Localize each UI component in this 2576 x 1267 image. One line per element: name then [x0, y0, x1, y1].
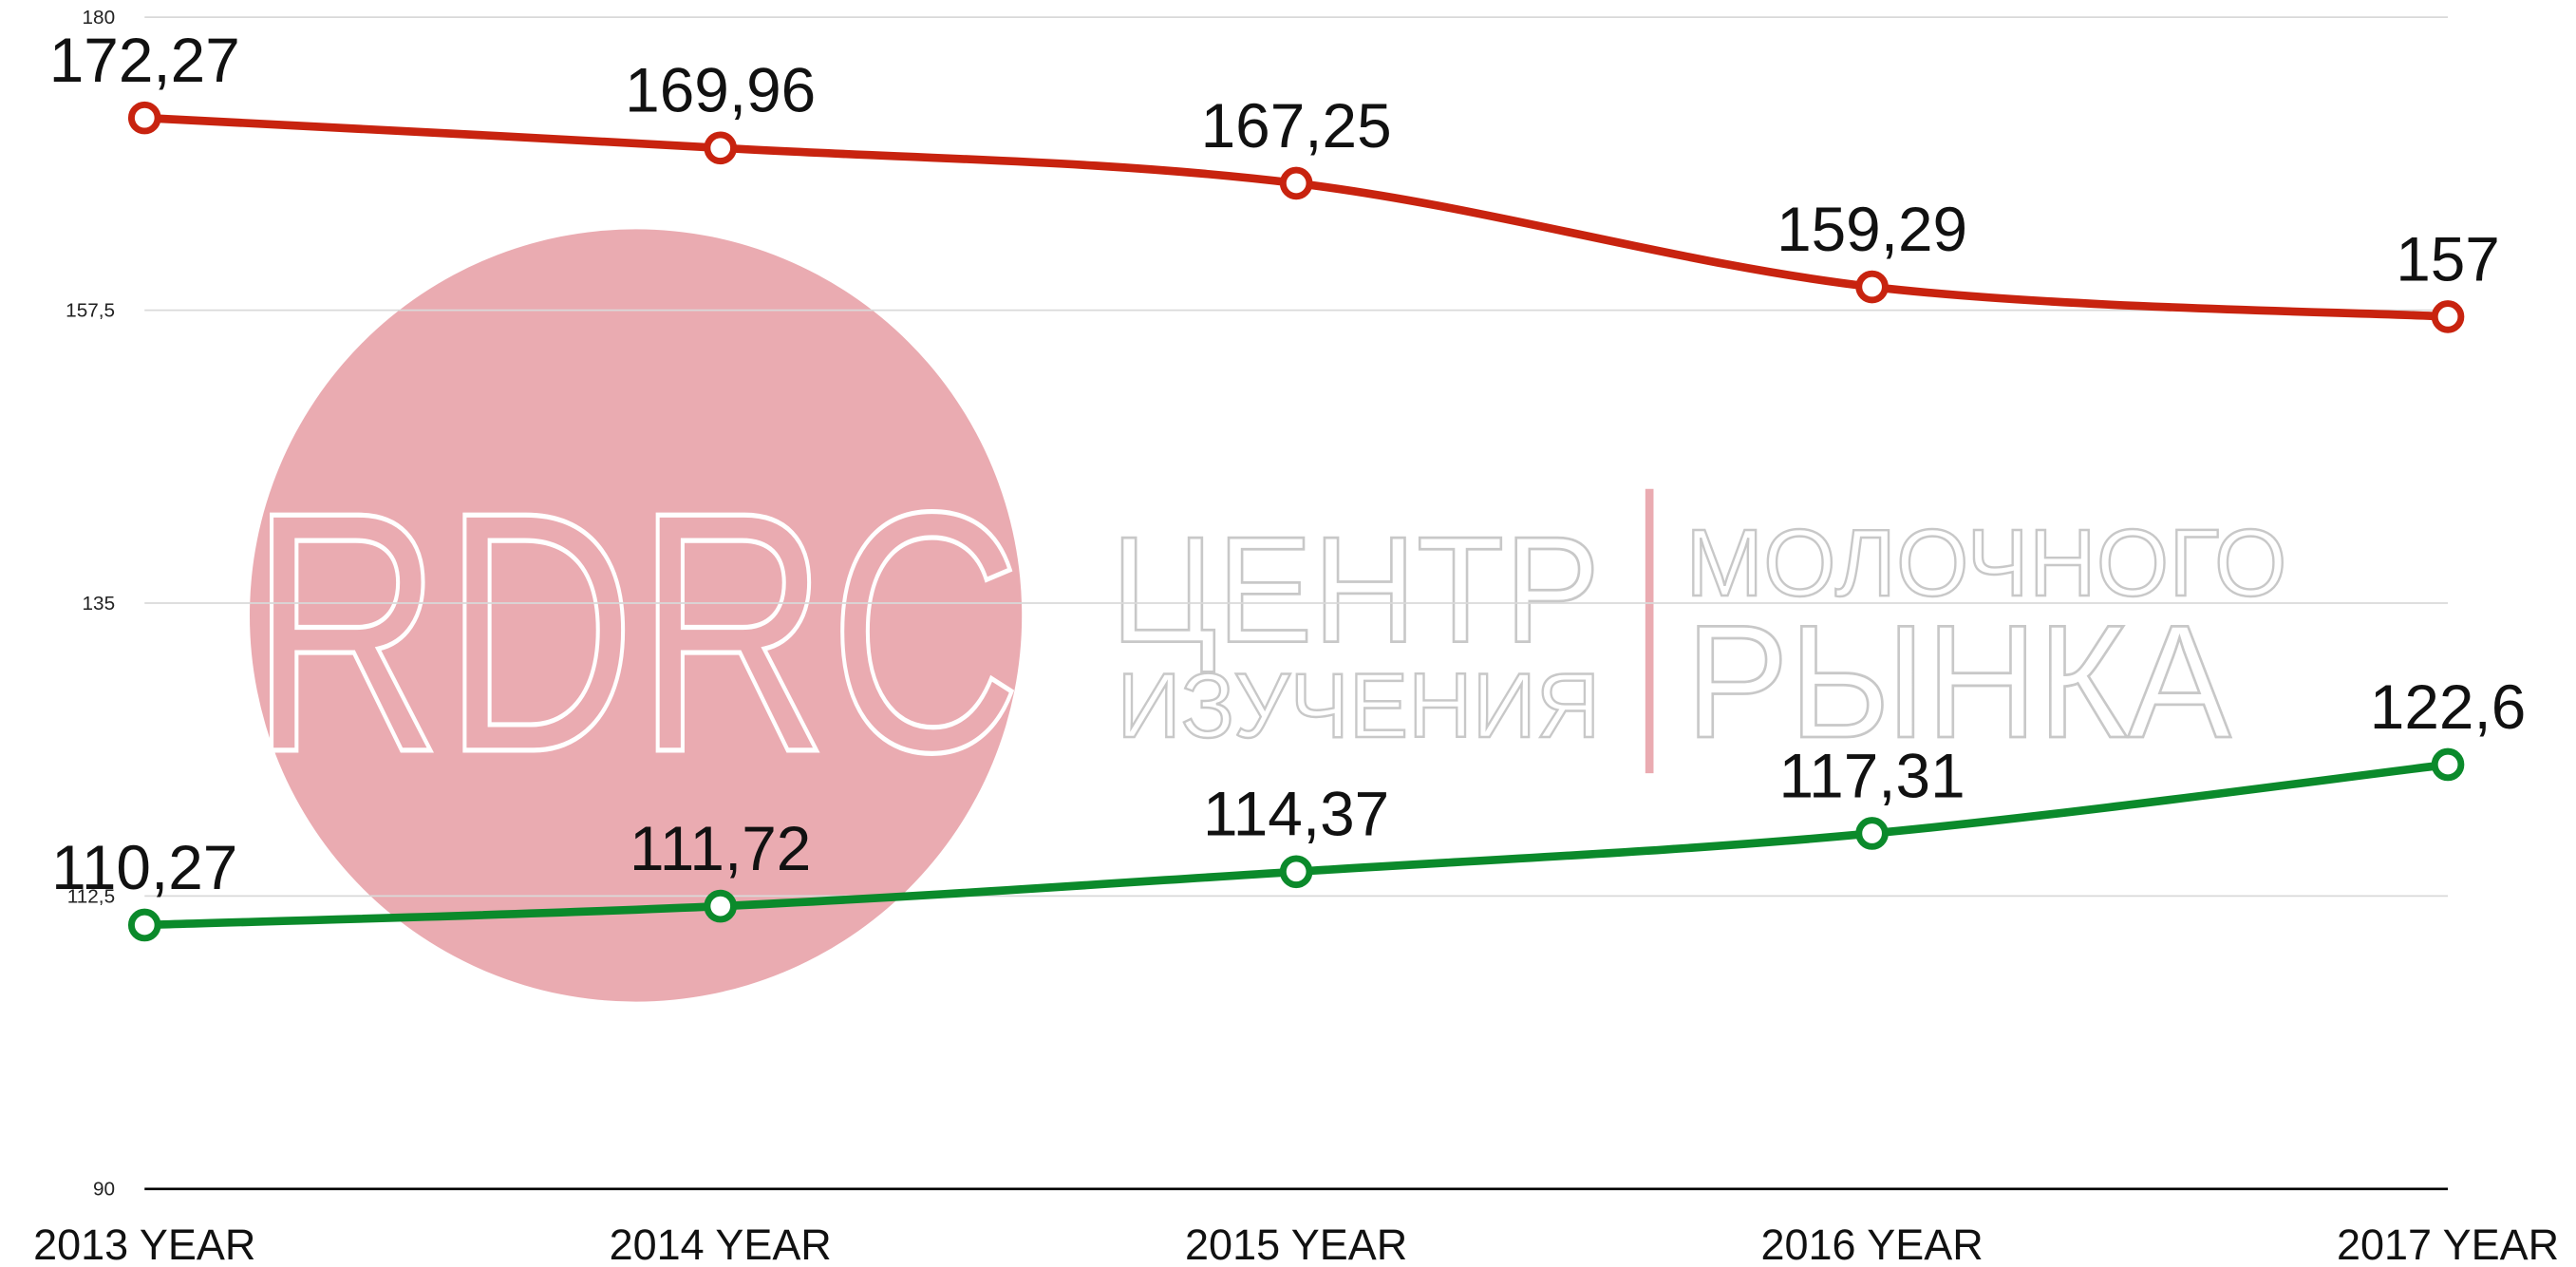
x-tick-label: 2015 YEAR — [1185, 1220, 1407, 1267]
point — [127, 908, 161, 942]
data-label: 111,72 — [630, 813, 811, 883]
watermark-text: ИЗУЧЕНИЯ — [1118, 653, 1601, 757]
point — [704, 889, 738, 923]
data-label: 159,29 — [1777, 194, 1967, 264]
data-label: 172,27 — [49, 25, 240, 95]
x-tick-label: 2017 YEAR — [2337, 1220, 2559, 1267]
x-tick-label: 2014 YEAR — [610, 1220, 832, 1267]
data-label: 157 — [2396, 223, 2500, 293]
y-tick-label: 157,5 — [66, 299, 115, 321]
y-tick-label: 90 — [93, 1179, 115, 1201]
data-label: 169,96 — [625, 55, 816, 125]
logo-text: RDRC — [250, 442, 1022, 823]
watermark-text: МОЛОЧНОГО — [1685, 510, 2286, 616]
data-label: 110,27 — [51, 832, 237, 902]
point — [704, 131, 738, 165]
logo-circle — [249, 229, 1023, 1002]
data-label: 117,31 — [1779, 740, 1965, 810]
point — [1279, 855, 1313, 889]
data-label: 122,6 — [2370, 671, 2527, 742]
point — [1855, 270, 1889, 304]
point — [127, 101, 161, 135]
watermark-text: ЦЕНТР — [1111, 505, 1601, 674]
x-tick-label: 2016 YEAR — [1761, 1220, 1984, 1267]
y-tick-label: 180 — [82, 7, 115, 28]
y-tick-label: 112,5 — [67, 885, 115, 907]
point — [2431, 300, 2465, 333]
data-label: 167,25 — [1201, 90, 1392, 161]
watermark-text: РЫНКА — [1685, 592, 2230, 771]
x-tick-label: 2013 YEAR — [33, 1220, 255, 1267]
point — [2431, 747, 2465, 782]
watermark: RDRC ЦЕНТР ИЗУЧЕНИЯ МОЛОЧНОГО РЫНКА — [247, 229, 2288, 1002]
y-tick-label: 135 — [82, 593, 115, 615]
point — [1855, 817, 1889, 850]
data-label: 114,37 — [1203, 779, 1389, 849]
point — [1279, 166, 1313, 200]
